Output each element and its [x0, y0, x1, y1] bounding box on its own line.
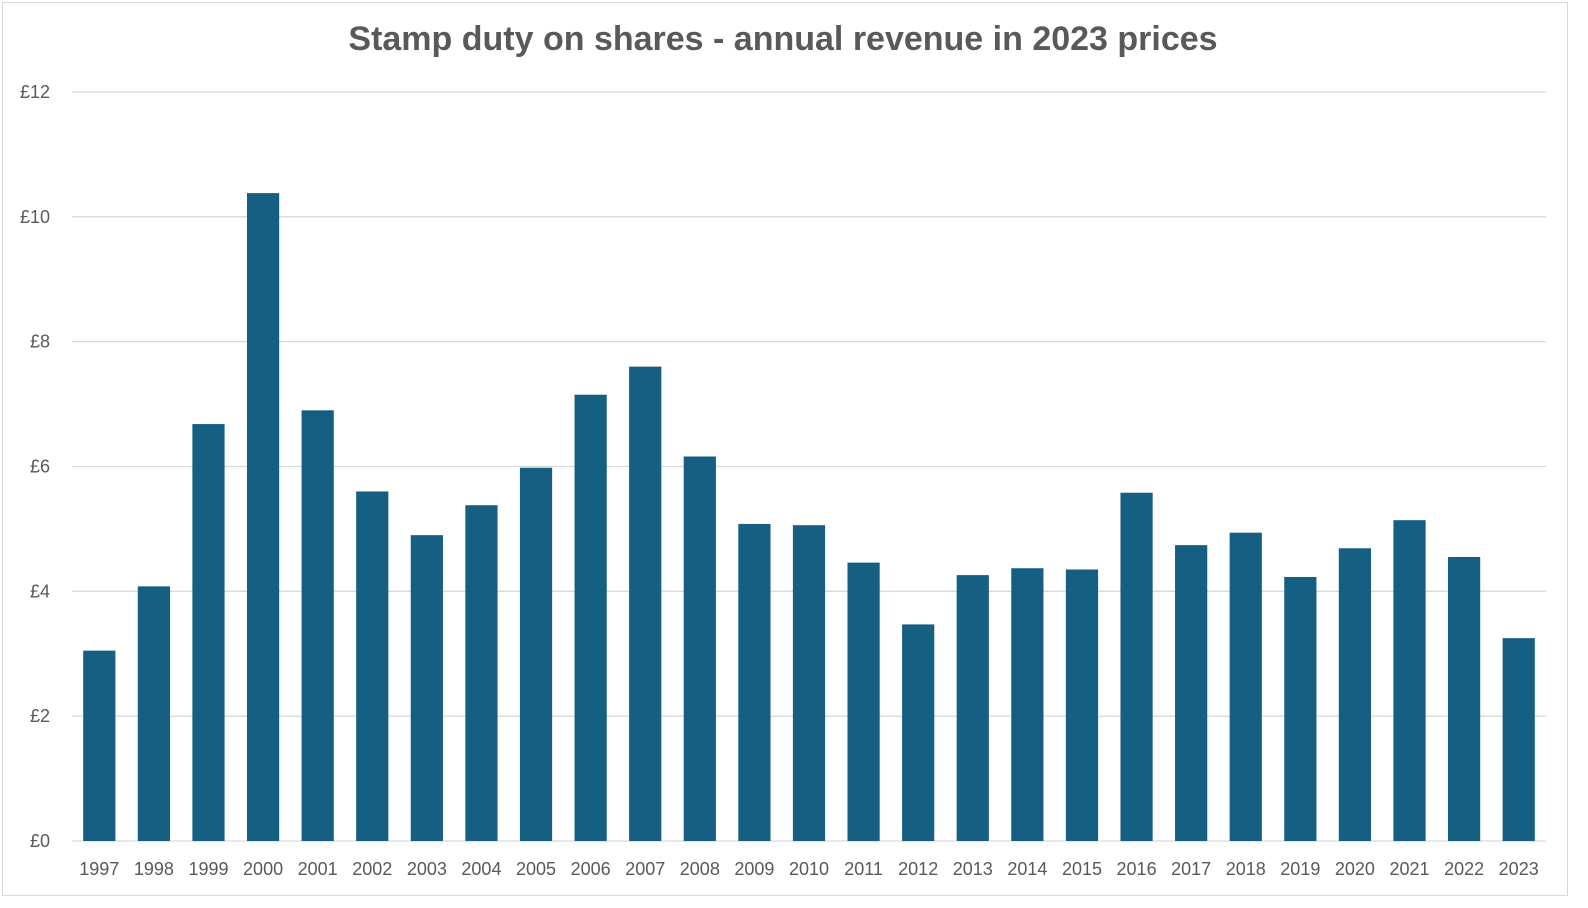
bar-2003 — [410, 535, 443, 841]
y-tick-label: £6 — [30, 457, 50, 477]
y-tick-label: £12 — [20, 82, 50, 102]
x-tick-label: 2002 — [352, 859, 392, 879]
y-tick-label: £2 — [30, 706, 50, 726]
x-tick-label: 2014 — [1007, 859, 1047, 879]
x-tick-label: 2001 — [298, 859, 338, 879]
bar-2019 — [1284, 576, 1317, 841]
bar-1997 — [83, 650, 116, 841]
bar-2018 — [1229, 532, 1262, 841]
x-tick-label: 2018 — [1226, 859, 1266, 879]
x-tick-label: 2020 — [1335, 859, 1375, 879]
bar-2014 — [1011, 568, 1044, 841]
bar-2012 — [902, 624, 935, 841]
chart-title: Stamp duty on shares - annual revenue in… — [348, 20, 1218, 58]
x-tick-label: 2019 — [1280, 859, 1320, 879]
bar-2017 — [1175, 545, 1208, 841]
bar-2009 — [738, 523, 771, 841]
bar-2004 — [465, 505, 498, 841]
x-tick-label: 2017 — [1171, 859, 1211, 879]
x-tick-label: 2009 — [734, 859, 774, 879]
bar-2005 — [519, 467, 553, 841]
x-tick-label: 2022 — [1444, 859, 1484, 879]
bar-2006 — [574, 394, 607, 841]
x-tick-label: 1997 — [79, 859, 119, 879]
x-tick-label: 2005 — [516, 859, 556, 879]
y-tick-label: £8 — [30, 332, 50, 352]
x-tick-label: 2015 — [1062, 859, 1102, 879]
x-tick-label: 2000 — [243, 859, 283, 879]
x-tick-label: 2011 — [844, 859, 883, 879]
y-tick-label: £10 — [20, 207, 50, 227]
x-tick-label: 2007 — [625, 859, 665, 879]
bar-2011 — [847, 562, 880, 841]
bar-2020 — [1338, 548, 1372, 841]
x-tick-label: 2004 — [461, 859, 501, 879]
bar-2016 — [1120, 492, 1153, 841]
x-tick-label: 2003 — [407, 859, 447, 879]
bar-2021 — [1393, 520, 1426, 841]
x-tick-label: 2010 — [789, 859, 829, 879]
x-tick-label: 2006 — [571, 859, 611, 879]
x-tick-label: 1999 — [188, 859, 228, 879]
y-tick-label: £4 — [30, 581, 50, 601]
x-tick-label: 1998 — [134, 859, 174, 879]
bar-2022 — [1448, 557, 1481, 841]
bar-1999 — [192, 424, 225, 841]
bar-2001 — [301, 410, 334, 841]
x-tick-label: 2012 — [898, 859, 938, 879]
bar-2013 — [956, 575, 989, 841]
bar-1998 — [137, 586, 170, 841]
x-tick-label: 2016 — [1117, 859, 1157, 879]
bar-2000 — [246, 193, 280, 842]
x-tick-label: 2008 — [680, 859, 720, 879]
bar-2010 — [792, 525, 826, 841]
bar-2002 — [356, 491, 389, 841]
bar-2015 — [1065, 569, 1099, 841]
y-tick-label: £0 — [30, 831, 50, 851]
x-tick-label: 2013 — [953, 859, 993, 879]
bar-2023 — [1502, 638, 1535, 841]
x-tick-label: 2021 — [1389, 859, 1429, 879]
bar-2007 — [629, 366, 662, 841]
x-tick-label: 2023 — [1499, 859, 1539, 879]
bar-2008 — [683, 456, 716, 841]
